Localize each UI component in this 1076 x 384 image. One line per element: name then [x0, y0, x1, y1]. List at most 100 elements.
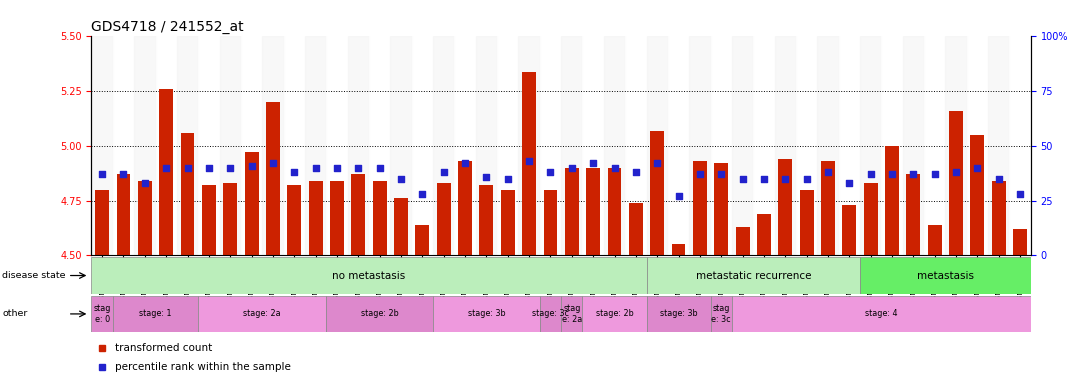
Point	[94, 171, 111, 177]
Bar	[860, 36, 881, 255]
Bar	[519, 36, 540, 255]
Text: stage: 1: stage: 1	[139, 310, 172, 318]
Bar	[966, 36, 988, 255]
Bar	[906, 174, 920, 255]
Point	[350, 165, 367, 171]
Text: metastatic recurrence: metastatic recurrence	[695, 270, 811, 281]
Bar	[732, 36, 753, 255]
Bar	[522, 71, 536, 255]
Point	[222, 165, 239, 171]
Text: stag
e: 0: stag e: 0	[94, 304, 111, 324]
Bar	[821, 161, 835, 255]
Point	[179, 165, 196, 171]
Bar	[647, 257, 860, 294]
Point	[499, 176, 516, 182]
Bar	[928, 225, 942, 255]
Bar	[949, 111, 963, 255]
Bar	[412, 36, 433, 255]
Bar	[604, 36, 625, 255]
Bar	[134, 36, 156, 255]
Point	[883, 171, 901, 177]
Point	[649, 161, 666, 167]
Point	[157, 165, 174, 171]
Text: stage: 3b: stage: 3b	[660, 310, 697, 318]
Bar	[159, 89, 173, 255]
Bar	[860, 257, 1031, 294]
Point	[990, 176, 1007, 182]
Bar	[176, 36, 198, 255]
Point	[670, 193, 688, 199]
Bar	[799, 190, 813, 255]
Bar	[433, 296, 540, 332]
Bar	[458, 161, 472, 255]
Point	[584, 161, 601, 167]
Bar	[198, 296, 326, 332]
Bar	[971, 135, 985, 255]
Bar	[433, 36, 454, 255]
Point	[777, 176, 794, 182]
Bar	[565, 168, 579, 255]
Bar	[91, 36, 113, 255]
Text: stage: 2a: stage: 2a	[243, 310, 281, 318]
Bar	[562, 296, 582, 332]
Bar	[198, 36, 220, 255]
Bar	[647, 296, 710, 332]
Bar	[582, 36, 604, 255]
Bar	[369, 36, 391, 255]
Point	[712, 171, 730, 177]
Bar	[864, 183, 878, 255]
Text: GDS4718 / 241552_at: GDS4718 / 241552_at	[91, 20, 244, 34]
Bar	[287, 185, 301, 255]
Point	[478, 174, 495, 180]
Point	[435, 169, 452, 175]
Point	[563, 165, 580, 171]
Bar	[886, 146, 898, 255]
Point	[200, 165, 217, 171]
Bar	[394, 199, 408, 255]
Text: stage: 2b: stage: 2b	[596, 310, 634, 318]
Bar	[415, 225, 429, 255]
Bar	[284, 36, 305, 255]
Bar	[843, 205, 856, 255]
Bar	[330, 181, 344, 255]
Bar	[732, 296, 1031, 332]
Bar	[244, 152, 258, 255]
Bar	[1014, 229, 1028, 255]
Text: stage: 4: stage: 4	[865, 310, 897, 318]
Bar	[946, 36, 966, 255]
Bar	[758, 214, 770, 255]
Bar	[326, 36, 348, 255]
Point	[606, 165, 623, 171]
Bar	[647, 36, 668, 255]
Text: no metastasis: no metastasis	[332, 270, 406, 281]
Bar	[753, 36, 775, 255]
Bar	[903, 36, 924, 255]
Bar	[778, 159, 792, 255]
Text: stag
e: 3c: stag e: 3c	[711, 304, 731, 324]
Bar	[326, 296, 433, 332]
Text: percentile rank within the sample: percentile rank within the sample	[115, 362, 291, 372]
Point	[691, 171, 708, 177]
Bar	[690, 36, 710, 255]
Bar	[561, 36, 582, 255]
Bar	[988, 36, 1009, 255]
Bar	[671, 245, 685, 255]
Point	[414, 191, 431, 197]
Point	[371, 165, 388, 171]
Text: stage: 2b: stage: 2b	[360, 310, 398, 318]
Bar	[220, 36, 241, 255]
Bar	[309, 181, 323, 255]
Bar	[263, 36, 284, 255]
Bar	[372, 181, 386, 255]
Point	[1011, 191, 1029, 197]
Point	[393, 176, 410, 182]
Bar	[138, 181, 152, 255]
Bar	[714, 164, 728, 255]
Bar	[693, 161, 707, 255]
Point	[285, 169, 302, 175]
Point	[798, 176, 816, 182]
Bar	[480, 185, 494, 255]
Bar	[497, 36, 519, 255]
Text: transformed count: transformed count	[115, 343, 212, 353]
Bar	[241, 36, 263, 255]
